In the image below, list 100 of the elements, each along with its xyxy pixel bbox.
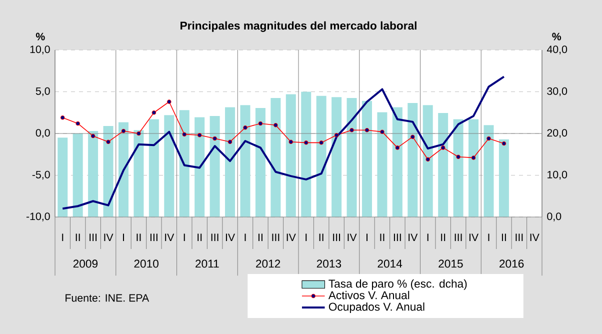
y-tick-label: 0,0: [36, 129, 50, 138]
bar: [392, 107, 402, 217]
x-tick-label: II: [136, 234, 141, 242]
bar: [118, 122, 128, 217]
bar: [88, 130, 98, 217]
point: [121, 128, 126, 134]
point: [136, 131, 141, 136]
x-tick-label: I: [244, 234, 246, 242]
bar: [468, 119, 479, 217]
bar: [377, 112, 388, 217]
x-tick-label: III: [150, 234, 158, 242]
x-tick-label: I: [488, 234, 490, 242]
point: [410, 134, 415, 139]
bar: [72, 133, 83, 217]
point: [288, 140, 294, 144]
y-tick-label: 10,0: [30, 46, 50, 54]
point: [182, 132, 187, 136]
point: [258, 121, 263, 126]
text: 2012: [256, 260, 280, 268]
y2-tick-label: 40,0: [546, 46, 568, 54]
x-tick-label: II: [76, 234, 80, 242]
x-tick-label: II: [258, 234, 262, 242]
x-tick-label: IV: [469, 234, 479, 242]
x-tick-label: III: [90, 234, 97, 242]
legend-label: Ocupados V. Anual: [328, 302, 424, 314]
bar: [346, 98, 357, 217]
x-tick-label: III: [394, 234, 401, 242]
bar: [422, 105, 433, 217]
bar: [498, 139, 509, 217]
x-tick-label: I: [366, 234, 368, 242]
text: 2014: [378, 260, 402, 268]
point: [60, 115, 65, 120]
bar: [332, 97, 342, 217]
point: [228, 140, 232, 144]
bar: [210, 116, 220, 217]
bar: [286, 94, 296, 217]
x-tick-label: IV: [226, 234, 236, 242]
bar: [164, 115, 174, 217]
x-tick-label: IV: [286, 234, 296, 242]
x-tick-label: I: [184, 234, 185, 242]
x-tick-label: II: [502, 234, 506, 242]
x-tick-label: IV: [530, 234, 540, 242]
y2-tick-label: 20,0: [547, 129, 568, 138]
point: [471, 156, 476, 160]
point: [212, 136, 217, 141]
point: [167, 100, 172, 104]
x-tick-label: III: [333, 234, 340, 242]
x-tick-label: II: [319, 234, 324, 242]
point: [350, 128, 354, 132]
y-tick-label: 5,0: [36, 87, 50, 96]
text: 2011: [196, 260, 219, 268]
legend-label: Tasa de paro % (esc. dcha): [328, 279, 467, 290]
point: [197, 133, 202, 138]
x-tick-label: III: [454, 234, 462, 242]
point: [334, 133, 339, 138]
text: 2009: [73, 260, 98, 268]
bar: [255, 108, 266, 217]
point: [426, 157, 430, 162]
x-tick-label: IV: [348, 234, 357, 242]
x-tick-label: I: [62, 234, 64, 242]
bar: [148, 119, 159, 217]
x-tick-label: II: [380, 234, 384, 242]
text: 2010: [134, 260, 158, 268]
point: [304, 140, 308, 145]
point: [486, 136, 491, 141]
point: [319, 140, 324, 145]
bar: [301, 92, 312, 217]
y2-axis-title: %: [552, 32, 562, 40]
point: [395, 146, 400, 150]
x-tick-label: IV: [104, 234, 114, 242]
bar: [316, 96, 326, 217]
bar: [58, 138, 68, 217]
y2-tick-label: 0,0: [547, 212, 562, 222]
y-tick-label: -10,0: [26, 212, 50, 222]
y-axis-title: %: [36, 32, 45, 40]
bar: [225, 107, 236, 217]
point: [274, 123, 278, 128]
x-tick-label: IV: [408, 234, 418, 242]
point: [502, 141, 506, 146]
point: [152, 110, 156, 115]
point: [106, 140, 110, 144]
x-tick-label: II: [198, 234, 202, 242]
bar: [408, 103, 418, 217]
bar: [194, 117, 205, 217]
line-series: [62, 76, 505, 210]
bar: [453, 119, 464, 217]
point: [243, 126, 248, 130]
point: [456, 154, 460, 160]
x-tick-label: I: [427, 234, 428, 242]
x-tick-label: I: [122, 234, 124, 242]
point: [76, 121, 80, 126]
text: 2013: [316, 260, 342, 268]
bar: [179, 110, 190, 217]
x-tick-label: IV: [165, 234, 174, 242]
point: [364, 128, 370, 132]
bar: [438, 113, 448, 217]
point: [380, 130, 384, 134]
bar: [270, 98, 281, 217]
chart-title: Principales magnitudes del mercado laboral: [180, 21, 416, 32]
point: [440, 146, 446, 150]
